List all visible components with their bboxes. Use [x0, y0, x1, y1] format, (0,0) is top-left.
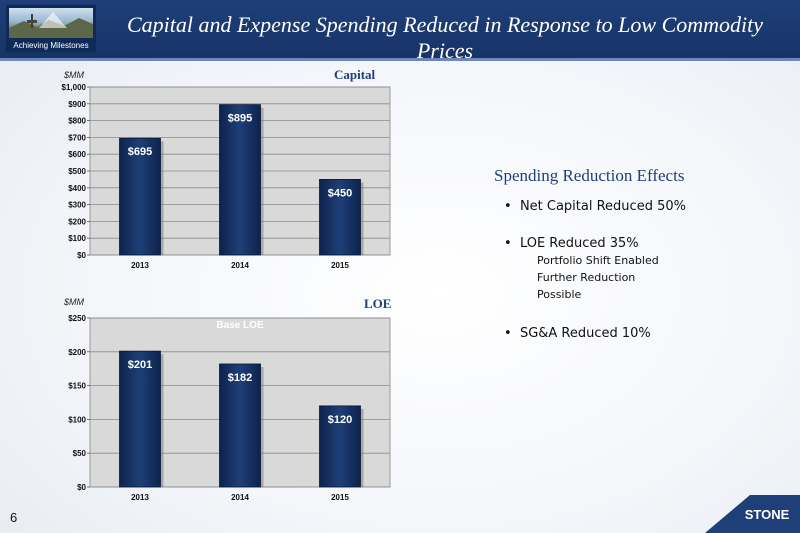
- data-label: $182: [228, 372, 252, 384]
- x-tick-label: 2013: [131, 493, 149, 502]
- bullet-sga: • SG&A Reduced 10%: [504, 326, 651, 341]
- y-tick-label: $500: [68, 167, 86, 176]
- x-tick-label: 2014: [231, 493, 249, 502]
- bullet-text: SG&A Reduced 10%: [519, 326, 651, 341]
- tagline: Achieving Milestones: [13, 41, 89, 50]
- bar-2014: [219, 363, 261, 488]
- data-label: $695: [128, 146, 152, 158]
- page-title: Capital and Expense Spending Reduced in …: [126, 12, 764, 63]
- y-tick-label: $700: [68, 133, 86, 142]
- logo-wordmark: STONE: [745, 507, 790, 522]
- y-tick-label: $50: [73, 449, 87, 458]
- rig-photo: [9, 8, 93, 38]
- y-tick-label: $300: [68, 201, 86, 210]
- capital-unit-label: $MM: [64, 70, 84, 80]
- y-tick-label: $600: [68, 150, 86, 159]
- bar-2015: [319, 405, 361, 488]
- header-logo: Achieving Milestones: [6, 5, 96, 52]
- x-tick-label: 2015: [331, 261, 349, 270]
- y-tick-label: $100: [68, 415, 86, 424]
- bar-2014: [219, 104, 261, 256]
- x-tick-label: 2014: [231, 261, 249, 270]
- effects-title: Spending Reduction Effects: [494, 166, 685, 185]
- y-tick-label: $200: [68, 348, 86, 357]
- y-tick-label: $0: [77, 251, 86, 260]
- bar-2013: [119, 350, 161, 488]
- sub-bullet-2: Further Reduction: [537, 271, 636, 284]
- loe-chart-title: LOE: [364, 296, 392, 311]
- data-label: $120: [328, 414, 352, 426]
- x-tick-label: 2015: [331, 493, 349, 502]
- page-number: 6: [10, 510, 18, 525]
- y-tick-label: $200: [68, 217, 86, 226]
- y-tick-label: $100: [68, 234, 86, 243]
- y-tick-label: $1,000: [62, 83, 87, 92]
- stone-logo: STONE: [705, 495, 800, 533]
- data-label: $895: [228, 113, 252, 125]
- y-tick-label: $250: [68, 314, 86, 323]
- sub-bullet-1: Portfolio Shift Enabled: [537, 254, 659, 267]
- x-tick-label: 2013: [131, 261, 149, 270]
- capital-chart-title: Capital: [334, 67, 376, 82]
- bullet-loe: • LOE Reduced 35%: [504, 236, 639, 251]
- sub-bullet-3: Possible: [537, 288, 582, 301]
- y-tick-label: $150: [68, 382, 86, 391]
- header-divider: [0, 58, 800, 61]
- y-tick-label: $800: [68, 117, 86, 126]
- data-label: $450: [328, 187, 352, 199]
- annotation-label: Base LOE: [216, 320, 264, 331]
- y-tick-label: $0: [77, 483, 86, 492]
- bullet-text: LOE Reduced 35%: [519, 236, 639, 251]
- y-tick-label: $900: [68, 100, 86, 109]
- y-tick-label: $400: [68, 184, 86, 193]
- data-label: $201: [128, 359, 152, 371]
- loe-unit-label: $MM: [64, 297, 84, 307]
- bullet-text: Net Capital Reduced 50%: [519, 199, 686, 214]
- bar-2015: [319, 178, 361, 256]
- header-bar: [0, 0, 800, 58]
- bullet-net-capital: • Net Capital Reduced 50%: [504, 199, 686, 214]
- bar-2013: [119, 137, 161, 256]
